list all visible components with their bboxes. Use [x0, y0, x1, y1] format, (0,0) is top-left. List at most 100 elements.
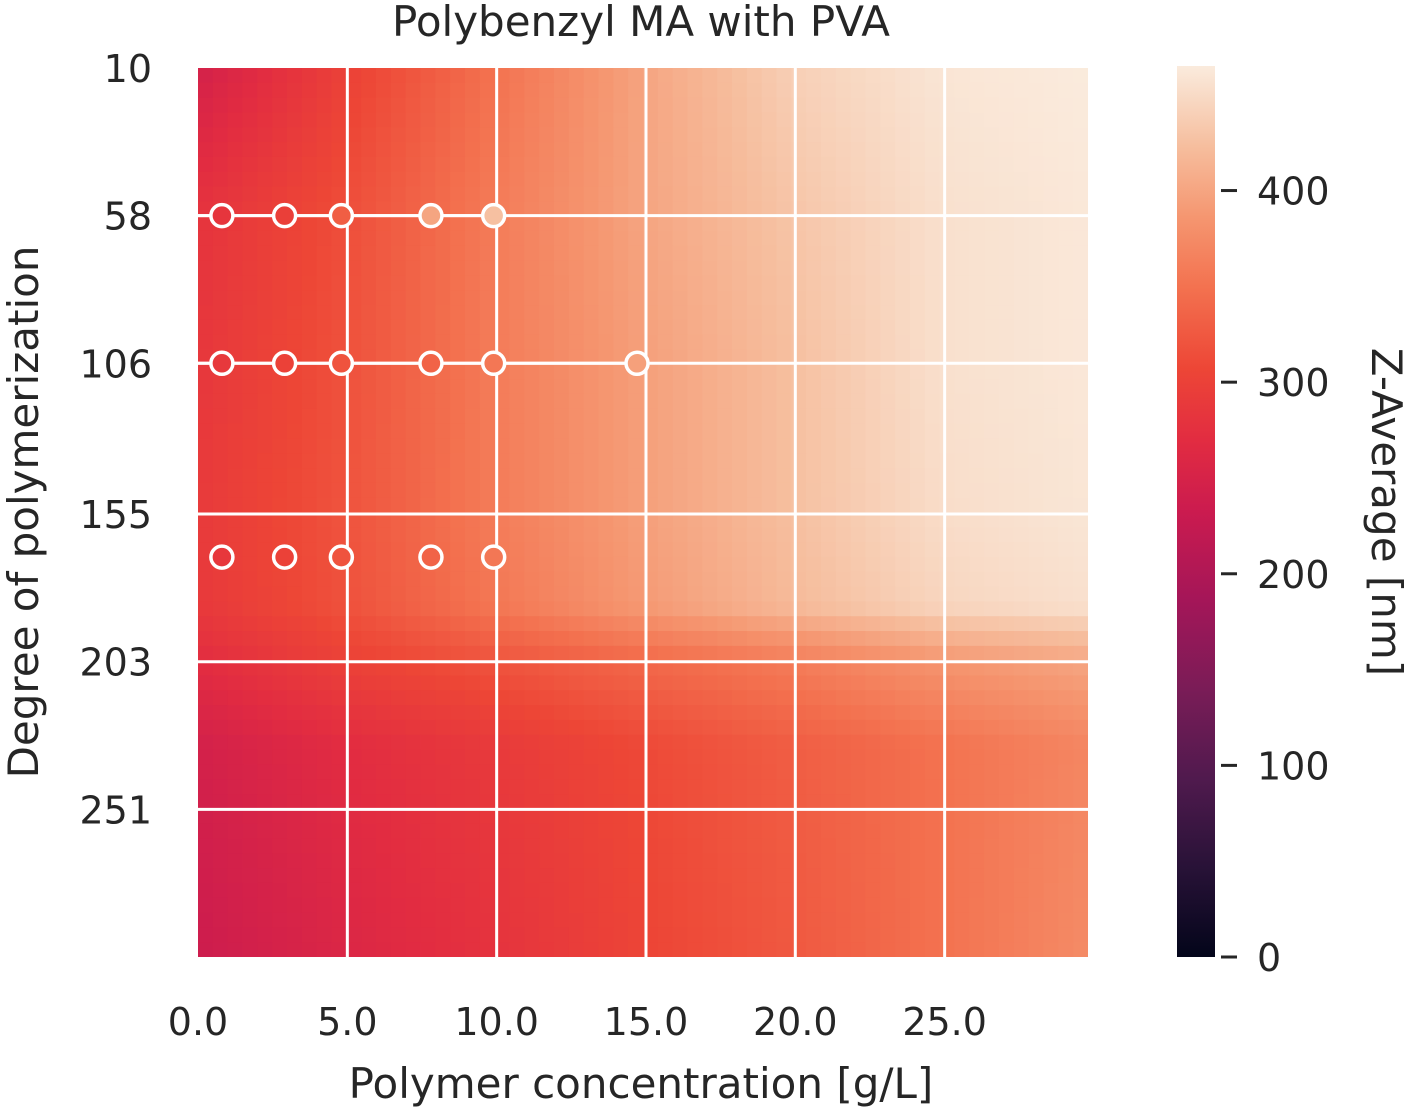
heatmap-cell	[821, 675, 837, 691]
heatmap-cell	[924, 186, 941, 202]
heatmap-cell	[835, 853, 852, 869]
heatmap-cell	[613, 838, 629, 854]
heatmap-cell	[672, 68, 689, 84]
heatmap-cell	[746, 97, 763, 114]
heatmap-cell	[1043, 82, 1059, 99]
heatmap-cell	[999, 497, 1015, 514]
heatmap-cell	[465, 156, 481, 173]
heatmap-cell	[346, 97, 362, 114]
heatmap-cell	[1013, 68, 1030, 84]
heatmap-cell	[242, 468, 258, 484]
heatmap-cell	[524, 601, 540, 617]
heatmap-cell	[479, 112, 496, 128]
heatmap-cell	[465, 808, 481, 825]
heatmap-cell	[331, 408, 347, 425]
heatmap-cell	[776, 616, 792, 632]
heatmap-cell	[865, 927, 881, 943]
heatmap-cell	[524, 379, 540, 395]
heatmap-cell	[509, 527, 525, 543]
heatmap-cell	[984, 779, 1000, 795]
heatmap-cell	[509, 112, 525, 128]
heatmap-cell	[776, 127, 792, 143]
heatmap-cell	[1043, 675, 1059, 691]
heatmap-cell	[628, 764, 644, 780]
heatmap-cell	[732, 334, 748, 351]
heatmap-cell	[583, 705, 600, 721]
heatmap-cell	[479, 734, 496, 751]
heatmap-cell	[198, 631, 214, 647]
heatmap-cell	[984, 586, 1000, 602]
heatmap-cell	[1028, 127, 1045, 143]
heatmap-cell	[420, 334, 436, 351]
heatmap-cell	[865, 97, 881, 114]
heatmap-cell	[316, 201, 333, 217]
heatmap-cell	[450, 438, 466, 454]
heatmap-cell	[850, 660, 867, 677]
heatmap-cell	[346, 319, 362, 336]
heatmap-cell	[554, 201, 570, 217]
heatmap-cell	[910, 112, 926, 128]
heatmap-cell	[880, 438, 896, 454]
heatmap-cell	[880, 942, 896, 957]
heatmap-cell	[850, 112, 867, 128]
heatmap-cell	[954, 142, 970, 158]
heatmap-cell	[924, 601, 941, 617]
heatmap-cell	[746, 764, 763, 780]
heatmap-cell	[450, 393, 466, 410]
heatmap-cell	[791, 186, 807, 202]
heatmap-cell	[598, 112, 614, 128]
x-tick-label: 10.0	[454, 1000, 539, 1044]
heatmap-cell	[598, 453, 614, 469]
heatmap-cell	[1043, 912, 1059, 928]
heatmap-cell	[954, 719, 970, 736]
heatmap-cell	[865, 912, 881, 928]
heatmap-cell	[761, 675, 778, 691]
heatmap-cell	[761, 734, 778, 751]
heatmap-cell	[568, 853, 585, 869]
heatmap-cell	[835, 690, 852, 706]
heatmap-cell	[865, 112, 881, 128]
heatmap-cell	[895, 201, 911, 217]
heatmap-cell	[850, 468, 867, 484]
heatmap-cell	[761, 201, 778, 217]
heatmap-cell	[1013, 334, 1030, 351]
heatmap-cell	[420, 719, 436, 736]
heatmap-cell	[761, 260, 778, 277]
heatmap-cell	[568, 764, 585, 780]
heatmap-cell	[954, 364, 970, 380]
heatmap-cell	[924, 897, 941, 914]
heatmap-cell	[791, 82, 807, 99]
heatmap-cell	[761, 660, 778, 677]
heatmap-cell	[287, 779, 303, 795]
heatmap-cell	[554, 393, 570, 410]
heatmap-cell	[450, 127, 466, 143]
heatmap-cell	[301, 334, 318, 351]
heatmap-cell	[524, 423, 540, 440]
heatmap-cell	[316, 290, 333, 306]
heatmap-cell	[910, 853, 926, 869]
heatmap-cell	[272, 749, 288, 765]
heatmap-cell	[272, 734, 288, 751]
heatmap-cell	[1058, 927, 1074, 943]
heatmap-cell	[212, 601, 229, 617]
heatmap-cell	[494, 142, 511, 158]
heatmap-cell	[346, 912, 362, 928]
heatmap-cell	[1013, 927, 1030, 943]
heatmap-cell	[939, 794, 956, 810]
heatmap-cell	[242, 482, 258, 499]
heatmap-cell	[865, 779, 881, 795]
heatmap-cell	[212, 171, 229, 188]
heatmap-cell	[257, 838, 273, 854]
heatmap-cell	[494, 734, 511, 751]
heatmap-cell	[376, 779, 392, 795]
heatmap-cell	[361, 542, 377, 558]
heatmap-cell	[272, 601, 288, 617]
heatmap-cell	[524, 482, 540, 499]
heatmap-cell	[746, 868, 763, 884]
heatmap-cell	[1028, 823, 1045, 840]
heatmap-cell	[287, 512, 303, 528]
heatmap-cell	[331, 764, 347, 780]
heatmap-cell	[732, 305, 748, 321]
heatmap-cell	[272, 379, 288, 395]
heatmap-cell	[999, 705, 1015, 721]
